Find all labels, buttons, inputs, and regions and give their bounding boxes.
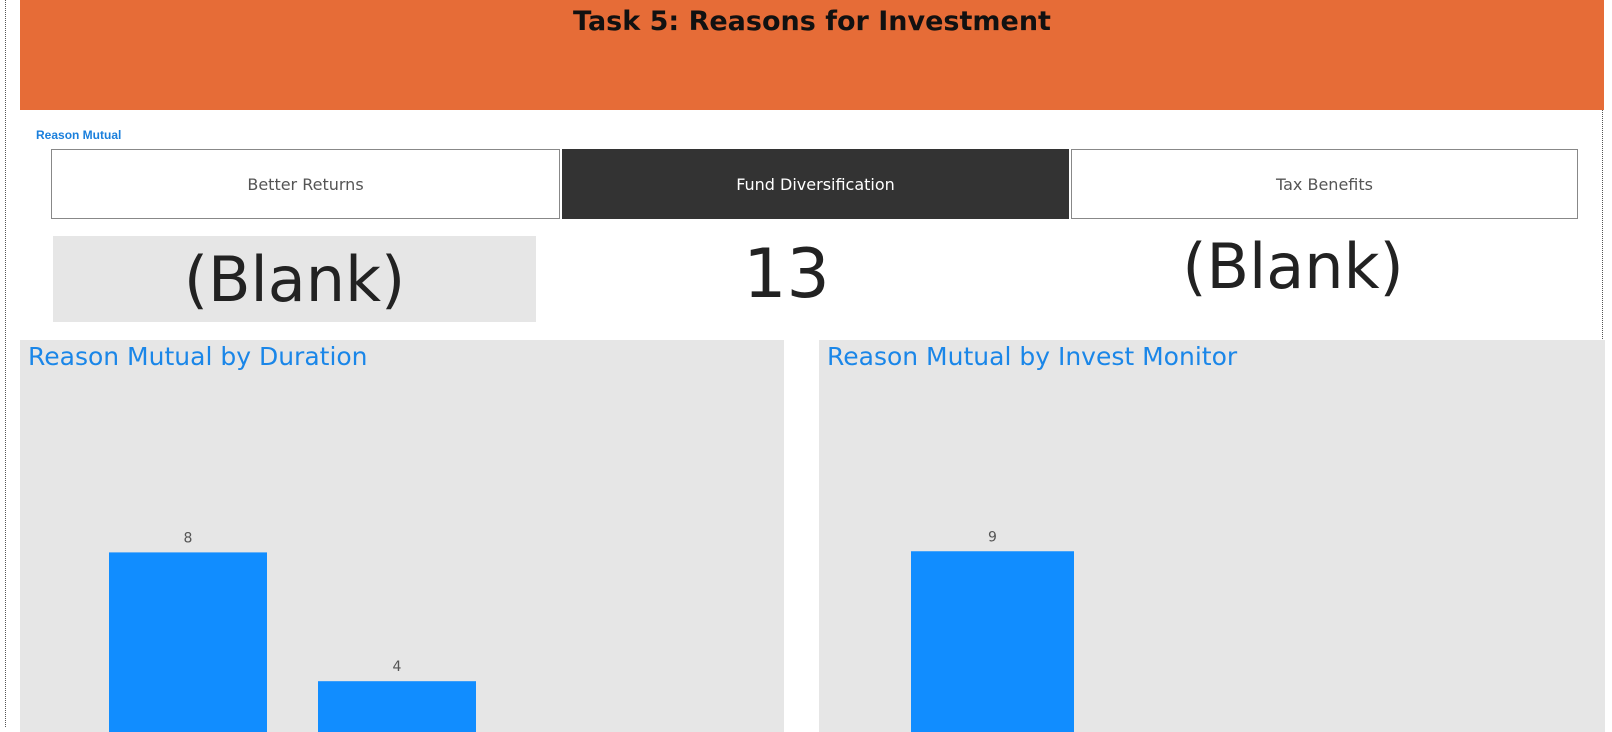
slicer-option-tax-benefits[interactable]: Tax Benefits [1071,149,1578,219]
chart-invest-monitor-panel: Reason Mutual by Invest Monitor 922 [819,340,1605,732]
slicer-option-label: Better Returns [247,175,363,194]
slicer-option-label: Fund Diversification [736,175,895,194]
card-value: 13 [743,235,830,314]
chart-duration-svg: 84 [20,340,784,732]
card-tax-benefits: (Blank) [1060,224,1526,308]
bar-1[interactable] [318,681,476,732]
card-better-returns: (Blank) [53,236,536,322]
data-label-1: 4 [393,659,402,675]
slicer-option-fund-diversification[interactable]: Fund Diversification [562,149,1069,219]
slicer-option-label: Tax Benefits [1276,175,1373,194]
bar-0[interactable] [109,552,267,732]
report-header: Task 5: Reasons for Investment [20,0,1604,110]
card-fund-diversification: 13 [560,232,1013,316]
card-value: (Blank) [184,243,405,316]
chart-invest-monitor-svg: 922 [819,340,1605,732]
bar-0[interactable] [911,551,1074,732]
data-label-0: 9 [988,529,997,545]
slicer-title: Reason Mutual [36,128,121,142]
page-title: Task 5: Reasons for Investment [20,6,1604,37]
card-value: (Blank) [1182,230,1403,303]
data-label-0: 8 [184,530,193,546]
slicer-option-better-returns[interactable]: Better Returns [51,149,560,219]
